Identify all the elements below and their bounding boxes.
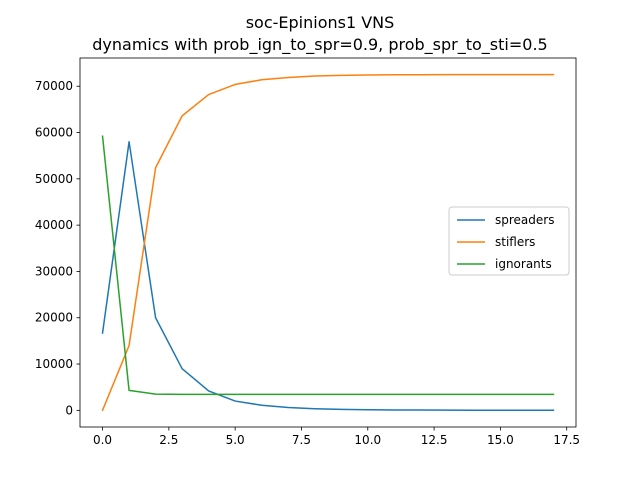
y-tick-label: 70000 [35, 79, 73, 93]
y-tick-label: 60000 [35, 126, 73, 140]
y-tick-label: 40000 [35, 218, 73, 232]
x-tick-label: 0.0 [93, 433, 112, 447]
x-tick-label: 2.5 [159, 433, 178, 447]
x-tick-label: 5.0 [226, 433, 245, 447]
y-tick-label: 20000 [35, 311, 73, 325]
legend-label-spreaders: spreaders [495, 213, 554, 227]
y-tick-label: 30000 [35, 264, 73, 278]
x-tick-label: 12.5 [421, 433, 448, 447]
axes-frame [79, 57, 577, 428]
x-tick-label: 7.5 [292, 433, 311, 447]
y-tick-label: 10000 [35, 357, 73, 371]
chart-subtitle: dynamics with prob_ign_to_spr=0.9, prob_… [92, 35, 547, 55]
x-tick-label: 15.0 [487, 433, 514, 447]
legend-box [448, 206, 570, 276]
x-tick-label: 17.5 [553, 433, 580, 447]
series-line-stiflers [101, 73, 555, 412]
y-tick-label: 50000 [35, 172, 73, 186]
y-tick-label: 0 [65, 403, 73, 417]
series-line-spreaders [101, 141, 555, 412]
x-tick-label: 10.0 [354, 433, 381, 447]
plot-area: 0.0 2.5 5.0 7.5 10.0 12.5 15.0 17.5 0 10000 20000 3… [35, 57, 580, 447]
chart-title: soc-Epinions1 VNS [246, 13, 395, 32]
series-line-ignorants [101, 135, 555, 396]
legend-label-ignorants: ignorants [495, 257, 552, 271]
legend-label-stiflers: stiflers [495, 235, 535, 249]
